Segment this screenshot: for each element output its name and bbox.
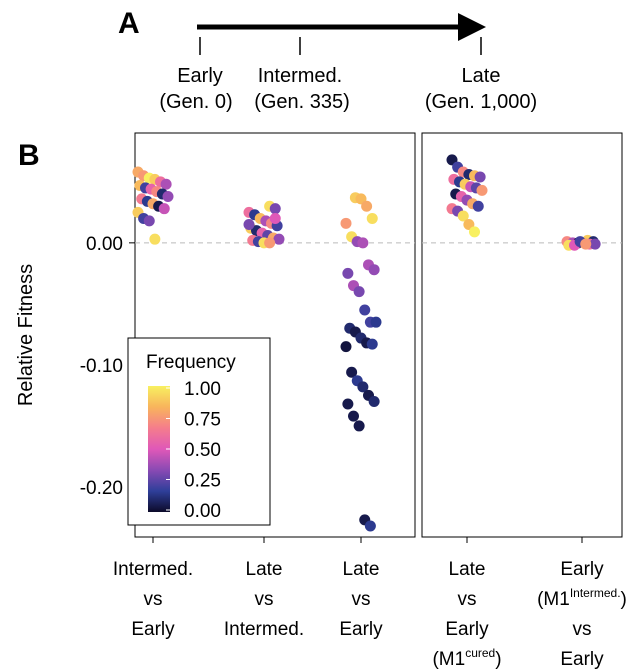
point [158, 203, 170, 215]
label-part: ) [495, 649, 501, 670]
point [368, 396, 380, 408]
stage-name: Early [177, 65, 223, 87]
x-tick-label: Intermed. [224, 619, 304, 640]
label-sup: Intermed. [570, 586, 621, 600]
point [589, 238, 601, 250]
point [243, 219, 255, 231]
point [346, 366, 358, 378]
point [580, 238, 592, 250]
label-part: ) [621, 589, 627, 610]
x-tick-label: (M1Intermed.) [537, 586, 627, 610]
stage-gen: (Gen. 0) [159, 91, 232, 113]
y-tick-label: -0.20 [80, 478, 123, 499]
point [353, 286, 365, 298]
point [340, 217, 352, 229]
point [359, 304, 371, 316]
colorbar-tick-label: 0.50 [184, 440, 221, 461]
label-part: (M1 [537, 589, 570, 610]
point [264, 237, 276, 249]
x-tick-label: vs [255, 589, 274, 610]
point [370, 316, 382, 328]
plot-frame [421, 132, 623, 538]
x-tick-label: Early [560, 559, 604, 580]
point [342, 398, 354, 410]
point [340, 341, 352, 353]
point [364, 520, 376, 532]
point [357, 237, 369, 249]
x-tick-label: vs [352, 589, 371, 610]
colorbar-tick-label: 0.00 [184, 501, 221, 522]
point [353, 420, 365, 432]
stage-name: Late [462, 65, 501, 87]
point [457, 210, 469, 222]
point [469, 226, 480, 238]
y-axis-title: Relative Fitness [15, 264, 37, 406]
point [162, 190, 174, 202]
point [361, 200, 373, 212]
point [143, 215, 155, 227]
x-tick-label: Early [560, 649, 604, 670]
point [342, 267, 354, 279]
plot-frame [134, 132, 416, 538]
x-tick-label: Early [131, 619, 175, 640]
colorbar [148, 386, 170, 512]
x-tick-label: Early [339, 619, 383, 640]
point [474, 171, 486, 183]
label-part: (M1 [432, 649, 465, 670]
x-tick-label: Late [246, 559, 283, 580]
panel-label: B [18, 139, 40, 172]
point [366, 212, 378, 224]
x-tick-label: Early [445, 619, 489, 640]
stage-gen: (Gen. 335) [254, 91, 350, 113]
point [476, 184, 488, 196]
colorbar-tick-label: 1.00 [184, 379, 221, 400]
x-tick-label: Late [449, 559, 486, 580]
x-tick-label: (M1cured) [432, 646, 501, 670]
colorbar-tick-label: 0.25 [184, 471, 221, 492]
stage-gen: (Gen. 1,000) [425, 91, 537, 113]
label-sup: cured [465, 646, 495, 660]
stage-name: Intermed. [258, 65, 342, 87]
y-tick-label: 0.00 [86, 234, 123, 255]
point [368, 264, 380, 276]
x-tick-label: vs [144, 589, 163, 610]
point [149, 233, 161, 245]
arrow-head [458, 13, 486, 41]
legend-title: Frequency [146, 352, 236, 373]
x-tick-label: vs [573, 619, 592, 640]
point [273, 233, 285, 245]
point [269, 203, 281, 215]
point [357, 381, 369, 393]
point [160, 178, 172, 190]
point [269, 212, 281, 224]
point [366, 338, 378, 350]
x-tick-label: Intermed. [113, 559, 193, 580]
panel-label: A [118, 7, 140, 40]
x-tick-label: vs [458, 589, 477, 610]
point [472, 200, 484, 212]
point [348, 410, 359, 422]
colorbar-tick-label: 0.75 [184, 410, 221, 431]
y-tick-label: -0.10 [80, 356, 123, 377]
x-tick-label: Late [343, 559, 380, 580]
